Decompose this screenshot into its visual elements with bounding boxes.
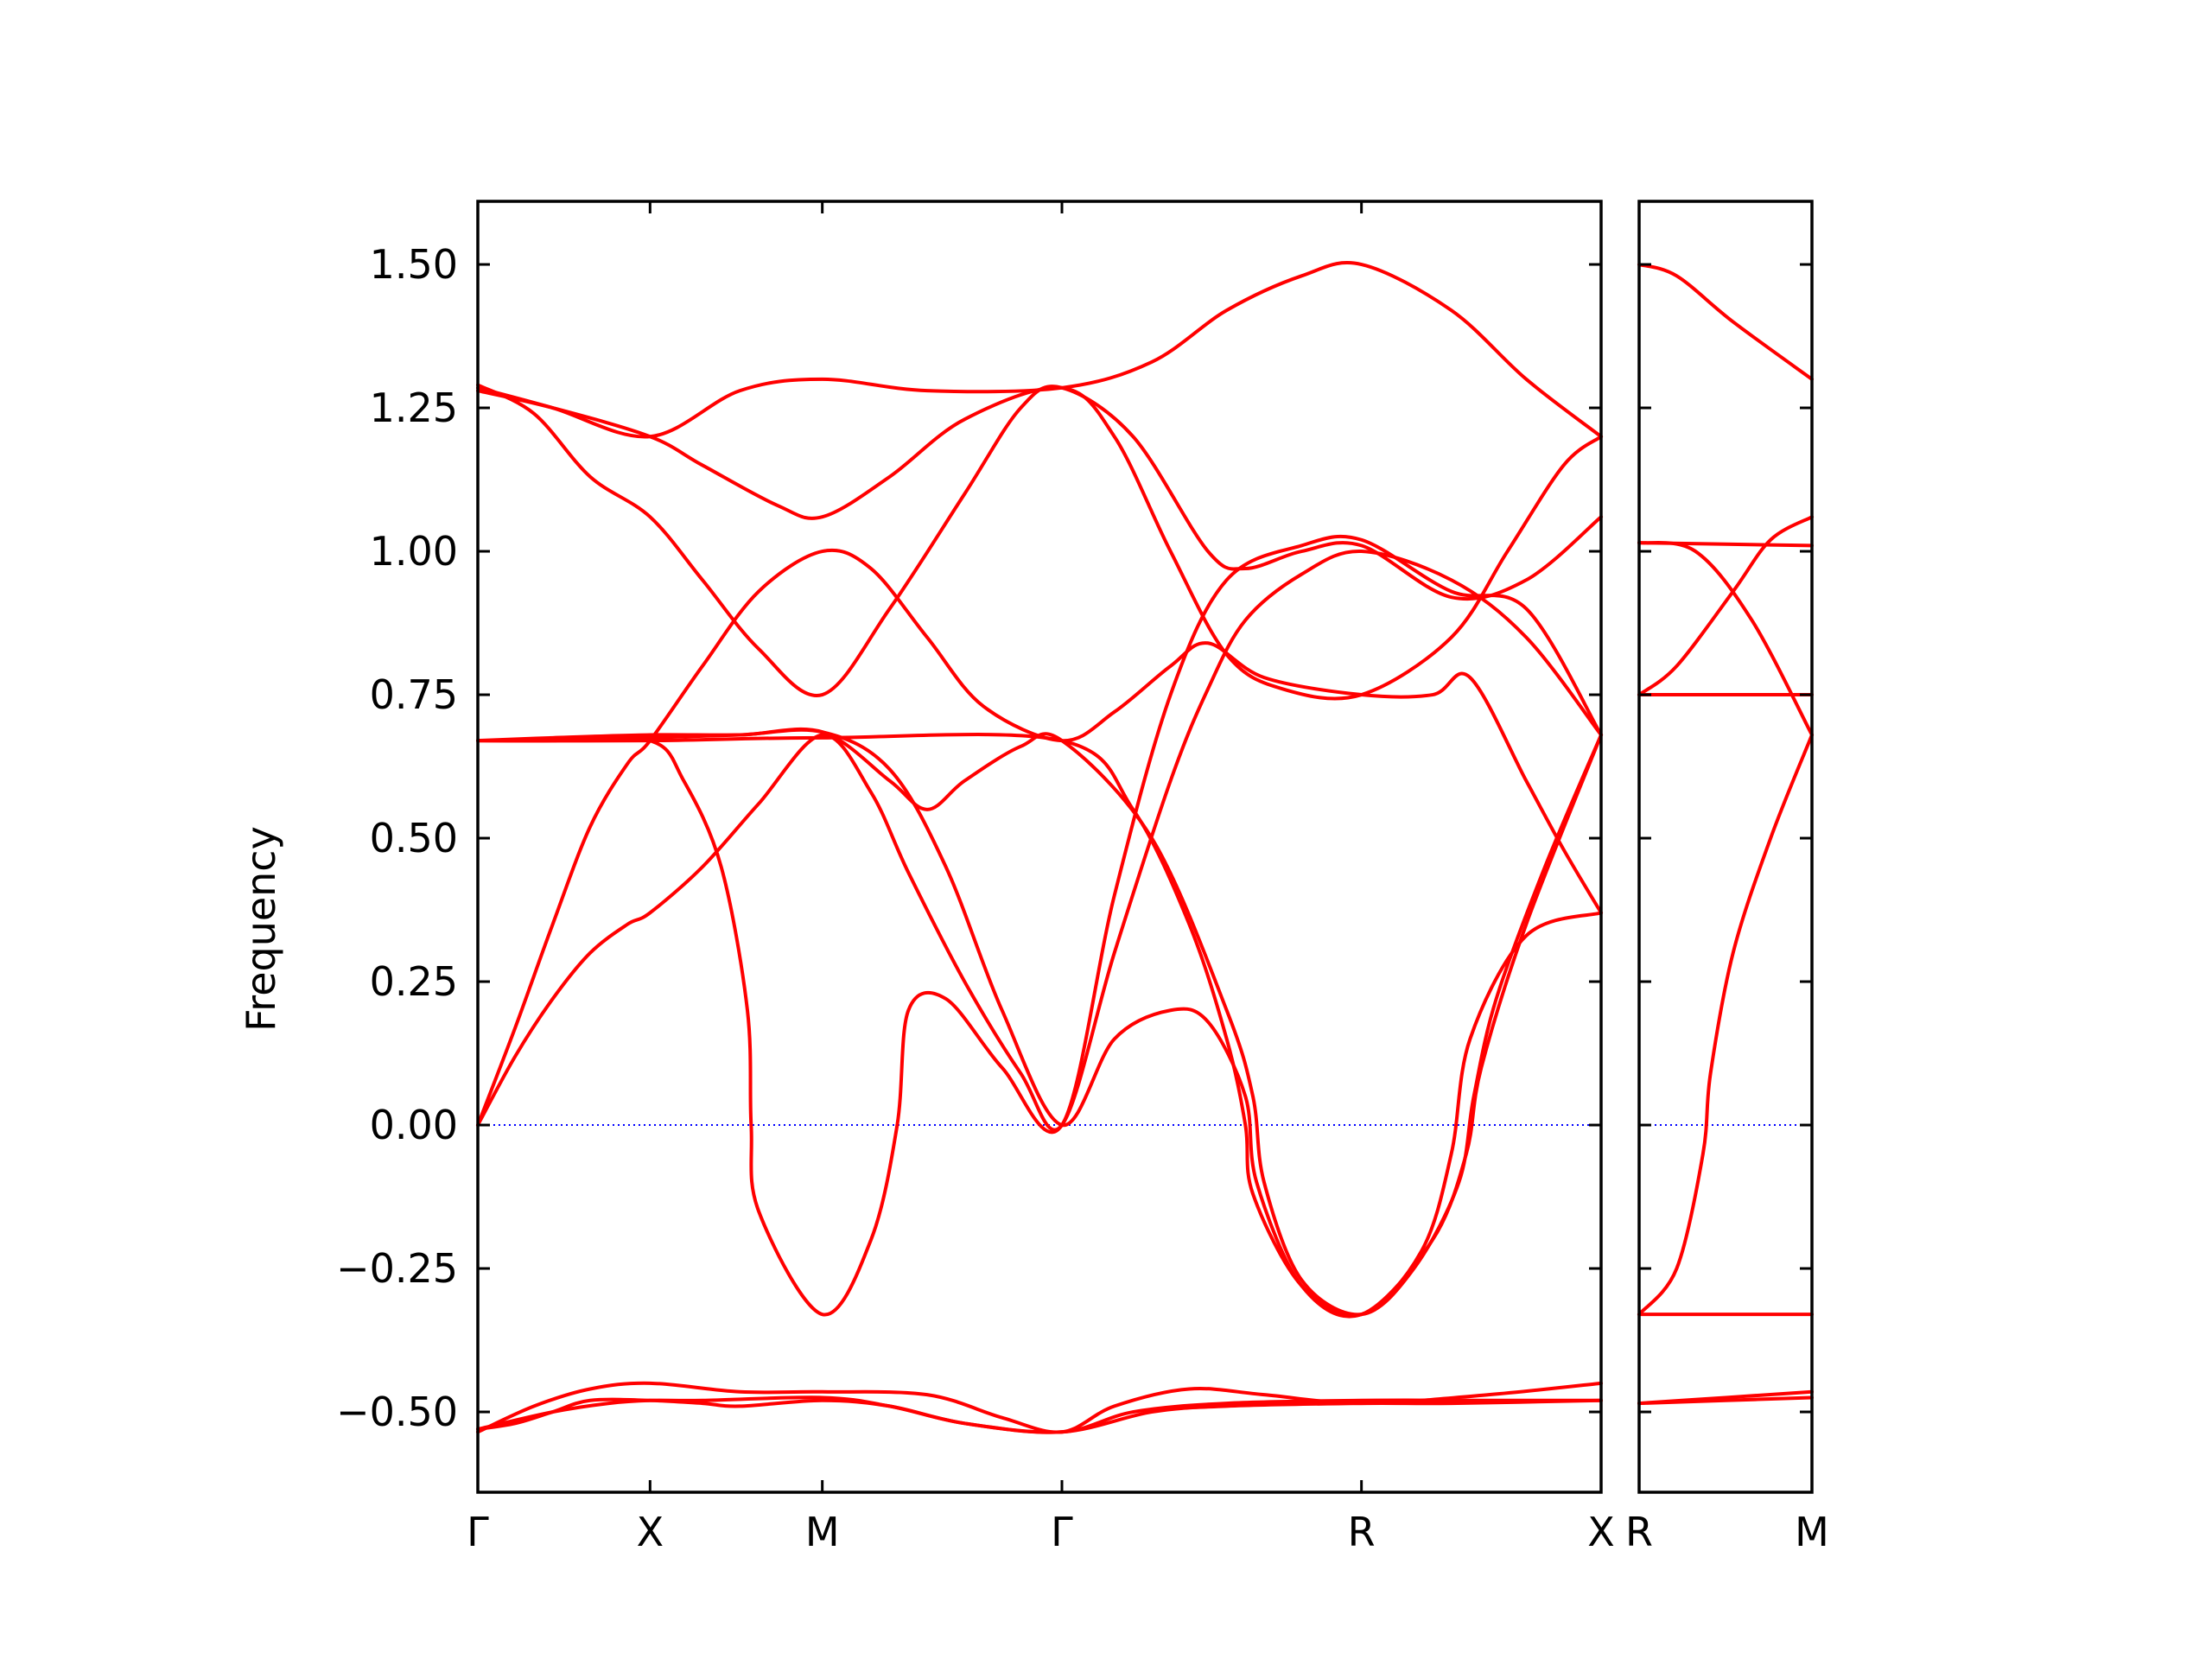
band-line-r8 (1637, 540, 1814, 737)
band-line-b8 (476, 534, 1603, 1317)
y-tick-label-4: 0.50 (370, 815, 458, 861)
y-tick-label-6: 1.00 (370, 528, 458, 575)
band-line-r2 (1637, 1389, 1814, 1406)
band-line-b4 (476, 550, 1603, 1132)
band-line-b7 (476, 728, 1603, 1319)
band-line-b10 (476, 383, 1603, 698)
tick-labels: Γ X M Γ R X R M−0.50−0.250.000.250.500.751.001.… (336, 241, 1829, 1555)
axes-frame-panel-2 (1637, 200, 1814, 1494)
x-tick-label-p1-4: R (1348, 1509, 1376, 1555)
band-line-b5 (476, 548, 1603, 1128)
band-line-b9 (476, 733, 1603, 1318)
y-tick-label-1: −0.25 (336, 1245, 458, 1292)
y-tick-label-3: 0.25 (370, 958, 458, 1005)
y-tick-label-5: 0.75 (370, 671, 458, 718)
x-tick-label-p2-1: M (1795, 1509, 1829, 1555)
x-tick-label-p1-3: Γ (1051, 1509, 1073, 1555)
x-tick-label-p2-0: R (1625, 1509, 1653, 1555)
band-line-b12 (476, 261, 1603, 439)
x-tick-label-p1-1: X (637, 1509, 664, 1555)
y-axis-label: Frequency (238, 826, 284, 1032)
y-tick-label-8: 1.50 (370, 241, 458, 288)
y-tick-label-0: −0.50 (336, 1389, 458, 1435)
band-line-b2 (476, 1395, 1603, 1434)
band-line-b3 (476, 1381, 1603, 1434)
band-line-b1 (476, 1397, 1603, 1434)
axes-frame-panel-1 (476, 200, 1603, 1494)
band-line-b11 (476, 385, 1603, 701)
x-tick-label-p1-2: M (805, 1509, 840, 1555)
band-line-r4 (1637, 733, 1814, 1317)
frames (476, 200, 1814, 1494)
ticks (476, 201, 1814, 1492)
band-line-r9 (1637, 263, 1814, 381)
y-tick-label-2: 0.00 (370, 1102, 458, 1148)
x-tick-label-p1-0: Γ (467, 1509, 489, 1555)
bands (476, 261, 1814, 1434)
y-tick-label-7: 1.25 (370, 385, 458, 431)
x-tick-label-p1-5: X (1587, 1509, 1615, 1555)
